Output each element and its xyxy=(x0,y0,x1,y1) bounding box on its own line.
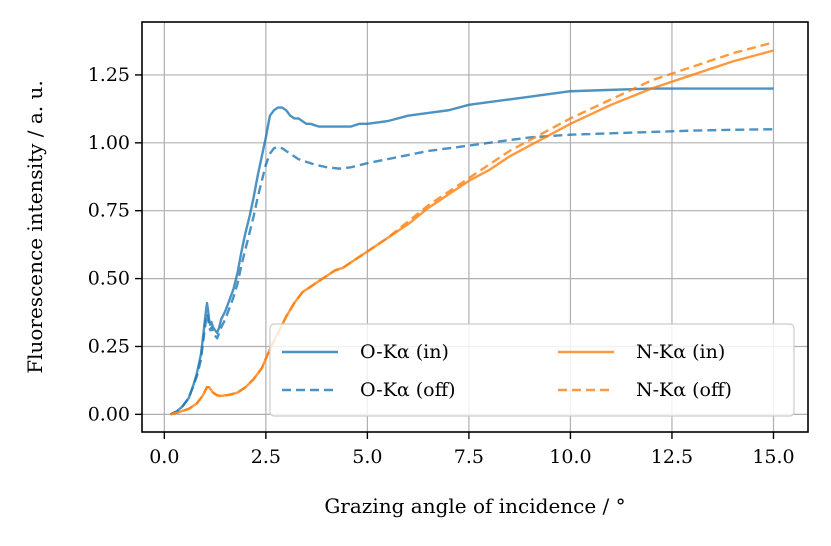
legend-label-3: N-Kα (in) xyxy=(636,341,725,363)
x-tick-label: 0.0 xyxy=(149,446,179,468)
legend-label-4: N-Kα (off) xyxy=(636,379,732,401)
legend-label-1: O-Kα (in) xyxy=(360,341,449,363)
y-tick-label: 0.00 xyxy=(88,403,130,425)
legend: O-Kα (in) O-Kα (off) N-Kα (in) N-Kα (off) xyxy=(269,323,795,417)
x-tick-label: 5.0 xyxy=(352,446,382,468)
legend-label-2: O-Kα (off) xyxy=(360,379,456,401)
x-axis-label: Grazing angle of incidence / ° xyxy=(324,494,625,518)
grid-lines xyxy=(142,22,808,432)
y-axis-label: Fluorescence intensity / a. u. xyxy=(23,80,47,374)
y-tick-label: 1.00 xyxy=(88,132,130,154)
y-tick-label: 1.25 xyxy=(88,64,130,86)
plot-frame xyxy=(141,21,809,433)
data-series xyxy=(169,41,774,416)
x-tick-label: 15.0 xyxy=(752,446,794,468)
axis-ticks: 0.0 2.5 5.0 7.5 10.0 12.5 15.0 0.00 0.25 0.50 0.75… xyxy=(88,64,795,468)
y-tick-label: 0.25 xyxy=(88,335,130,357)
series-line-4 xyxy=(170,41,774,416)
x-tick-label: 7.5 xyxy=(454,446,484,468)
series-line-1 xyxy=(169,87,774,416)
x-tick-label: 10.0 xyxy=(549,446,591,468)
y-tick-label: 0.75 xyxy=(88,200,130,222)
x-tick-label: 12.5 xyxy=(651,446,693,468)
y-tick-label: 0.50 xyxy=(88,268,130,290)
legend-box xyxy=(269,323,795,417)
series-line-2 xyxy=(169,128,774,416)
x-tick-label: 2.5 xyxy=(251,446,281,468)
